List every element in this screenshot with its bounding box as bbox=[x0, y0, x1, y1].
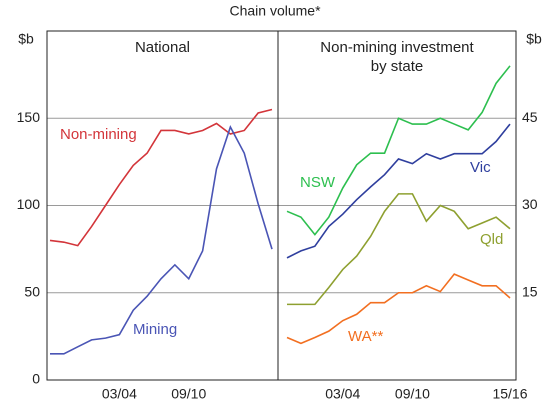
series-line bbox=[50, 124, 273, 355]
series-label: Vic bbox=[470, 159, 491, 176]
y-tick-label: 30 bbox=[522, 196, 538, 212]
panel-title: by state bbox=[371, 58, 424, 75]
y-tick-label: 100 bbox=[17, 196, 41, 212]
y-tick-label: 15 bbox=[522, 283, 538, 299]
y-tick-label: 0 bbox=[32, 371, 40, 387]
series-line bbox=[286, 273, 511, 345]
series-label: Non-mining bbox=[60, 126, 137, 143]
panel-title: National bbox=[135, 39, 190, 56]
panel-title: Non-mining investment bbox=[320, 39, 474, 56]
y-axis-label: $b bbox=[526, 31, 542, 47]
series-line bbox=[287, 193, 511, 306]
x-tick-label: 03/04 bbox=[102, 386, 137, 402]
series-line bbox=[49, 108, 273, 247]
chart-title: Chain volume* bbox=[229, 3, 321, 19]
series-line bbox=[286, 123, 511, 259]
series-line bbox=[286, 65, 511, 236]
series-label: NSW bbox=[300, 174, 336, 191]
x-tick-label: 09/10 bbox=[171, 386, 206, 402]
plot-frame bbox=[46, 30, 517, 381]
x-tick-label: 03/04 bbox=[325, 386, 360, 402]
series-label: WA** bbox=[348, 328, 383, 345]
series-label: Qld bbox=[480, 231, 503, 248]
x-tick-label: 15/16 bbox=[492, 386, 527, 402]
y-tick-label: 50 bbox=[24, 283, 40, 299]
x-tick-label: 09/10 bbox=[395, 386, 430, 402]
y-tick-label: 150 bbox=[17, 109, 41, 125]
y-tick-label: 45 bbox=[522, 109, 538, 125]
series-label: Mining bbox=[133, 321, 177, 338]
y-axis-label: $b bbox=[18, 31, 34, 47]
